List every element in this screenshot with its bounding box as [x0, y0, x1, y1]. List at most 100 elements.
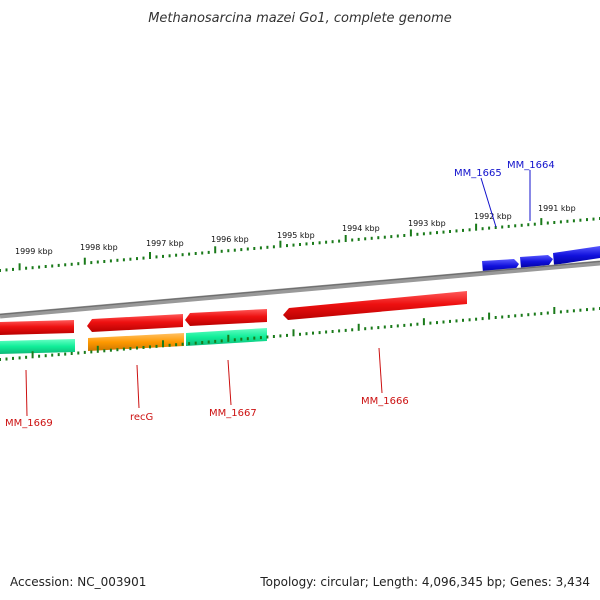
inner-minor-tick: [514, 314, 517, 318]
outer-minor-tick: [572, 219, 575, 223]
outer-minor-tick: [455, 229, 458, 233]
outer-minor-tick: [586, 218, 588, 222]
inner-minor-tick: [5, 357, 8, 361]
outer-major-tick: [540, 218, 543, 226]
label-mm1666[interactable]: MM_1666: [361, 396, 409, 407]
inner-minor-tick: [122, 347, 125, 351]
outer-minor-tick: [64, 263, 67, 267]
inner-minor-tick: [286, 333, 288, 337]
inner-major-tick: [422, 318, 425, 326]
inner-minor-tick: [220, 339, 223, 343]
outer-minor-tick: [201, 251, 204, 255]
inner-minor-tick: [507, 314, 510, 318]
callout-line-mm1666: [378, 347, 383, 394]
outer-major-tick: [149, 252, 151, 259]
gene-recg-red[interactable]: [87, 314, 183, 332]
label-mm1669[interactable]: MM_1669: [5, 418, 53, 429]
outer-minor-tick: [553, 221, 556, 224]
genome-backbone-edge: [0, 260, 600, 316]
cds-mm1669[interactable]: [0, 339, 75, 354]
outer-minor-tick: [44, 265, 47, 268]
inner-minor-tick: [129, 347, 132, 351]
inner-minor-tick: [266, 335, 269, 339]
outer-minor-tick: [416, 232, 419, 236]
inner-minor-tick: [546, 311, 549, 315]
inner-minor-tick: [344, 328, 347, 332]
outer-major-tick: [475, 223, 478, 231]
inner-minor-tick: [331, 330, 334, 333]
outer-minor-tick: [312, 241, 314, 245]
callout-line-mm1667: [227, 359, 232, 406]
outer-minor-tick: [436, 231, 438, 235]
cds-mm1667[interactable]: [186, 328, 267, 346]
label-mm1665[interactable]: MM_1665: [454, 168, 502, 179]
outer-minor-tick: [246, 247, 249, 251]
outer-minor-tick: [520, 223, 523, 227]
gene-blue-partial[interactable]: [553, 246, 600, 265]
outer-minor-tick: [136, 257, 138, 261]
outer-minor-tick: [233, 248, 236, 252]
outer-minor-tick: [266, 245, 269, 249]
outer-minor-tick: [227, 249, 230, 253]
inner-minor-tick: [501, 315, 504, 319]
inner-minor-tick: [64, 352, 67, 356]
inner-minor-tick: [442, 320, 445, 324]
gene-mm1669[interactable]: [0, 320, 74, 335]
inner-minor-tick: [325, 330, 328, 334]
inner-minor-tick: [351, 328, 354, 332]
inner-minor-tick: [579, 308, 582, 312]
inner-minor-tick: [109, 348, 112, 352]
inner-minor-tick: [51, 353, 54, 357]
outer-minor-tick: [240, 248, 243, 252]
gene-mm1664[interactable]: [520, 255, 553, 268]
inner-minor-tick: [18, 356, 21, 360]
outer-minor-tick: [25, 266, 28, 270]
inner-minor-tick: [194, 341, 197, 345]
outer-minor-tick: [31, 266, 34, 270]
inner-minor-tick: [429, 321, 432, 325]
label-mm1664[interactable]: MM_1664: [507, 160, 555, 171]
outer-minor-tick: [272, 245, 275, 249]
outer-minor-tick: [364, 237, 367, 241]
outer-minor-tick: [357, 237, 360, 241]
inner-minor-tick: [188, 342, 191, 346]
outer-minor-tick: [194, 252, 197, 255]
outer-major-tick: [344, 235, 347, 242]
scale-label-1994: 1994 kbp: [342, 224, 380, 233]
outer-minor-tick: [207, 250, 210, 254]
inner-minor-tick: [83, 350, 86, 354]
inner-major-tick: [162, 340, 164, 348]
inner-minor-tick: [299, 332, 301, 336]
cds-features: [0, 328, 267, 354]
inner-major-tick: [488, 312, 491, 320]
gene-callouts: MM_1665 MM_1664 MM_1669 recG MM_1667 MM_…: [5, 160, 555, 429]
outer-minor-tick: [449, 230, 451, 233]
label-mm1667[interactable]: MM_1667: [209, 408, 257, 419]
inner-minor-tick: [383, 325, 386, 329]
outer-minor-tick: [90, 261, 93, 265]
scale-label-1991: 1991 kbp: [538, 204, 576, 213]
inner-minor-tick: [70, 352, 73, 355]
inner-minor-tick: [390, 325, 393, 328]
gene-mm1666[interactable]: [283, 291, 467, 320]
outer-minor-tick: [579, 218, 582, 222]
scale-label-1995: 1995 kbp: [277, 231, 315, 240]
callout-line-mm1665: [480, 177, 497, 228]
outer-minor-tick: [96, 260, 99, 264]
inner-minor-tick: [90, 350, 93, 354]
inner-minor-tick: [586, 308, 588, 312]
outer-minor-tick: [351, 238, 354, 242]
inner-minor-tick: [25, 355, 28, 359]
outer-minor-tick: [220, 249, 223, 253]
outer-minor-tick: [396, 234, 399, 238]
gene-mm1667[interactable]: [185, 309, 267, 326]
inner-minor-tick: [318, 331, 321, 335]
outer-minor-tick: [122, 258, 125, 262]
inner-minor-tick: [279, 334, 282, 338]
inner-minor-tick: [149, 345, 151, 349]
inner-minor-tick: [240, 337, 243, 341]
cds-recg[interactable]: [88, 333, 184, 351]
outer-minor-tick: [390, 235, 393, 239]
outer-minor-tick: [155, 255, 158, 259]
label-recg[interactable]: recG: [130, 412, 153, 423]
